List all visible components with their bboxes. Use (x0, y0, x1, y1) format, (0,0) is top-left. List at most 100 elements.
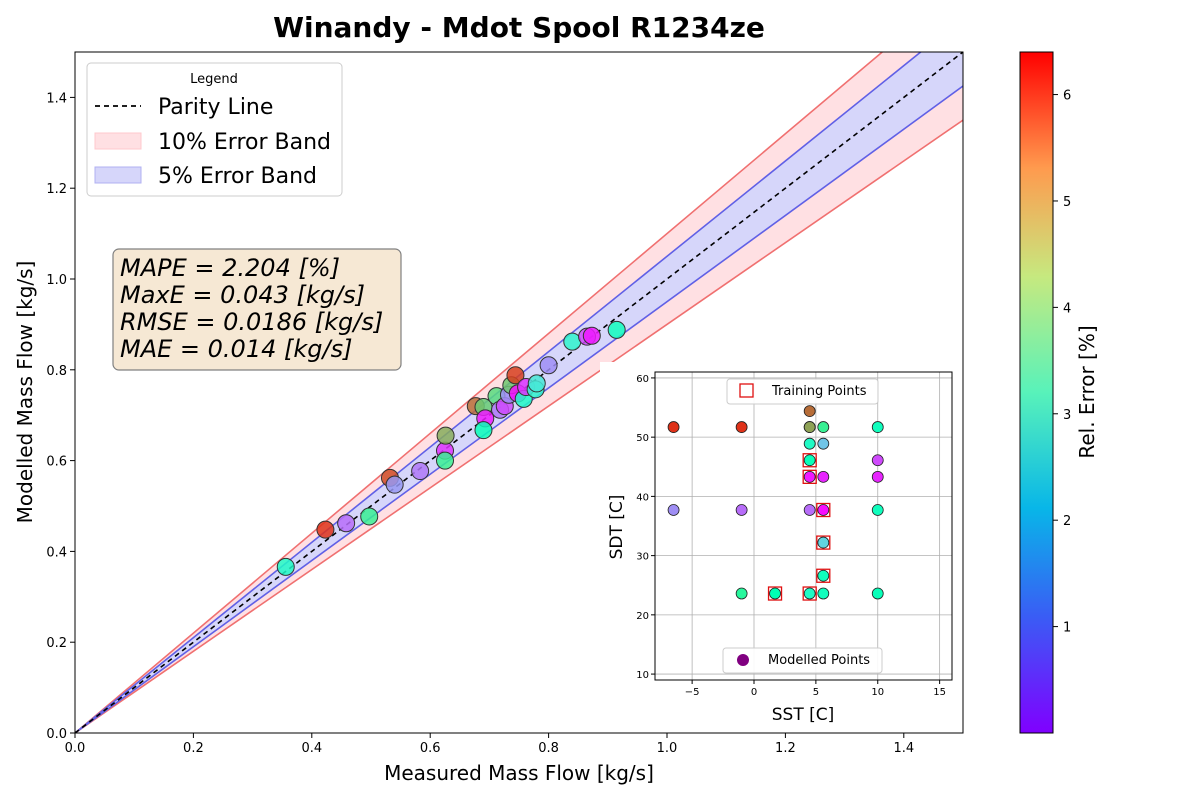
modelled-point (803, 454, 816, 467)
x-tick-label: 0.6 (420, 741, 441, 756)
colorbar-tick-label: 3 (1063, 408, 1071, 423)
stats-mae: MAE = 0.014 [kg/s] (120, 335, 352, 363)
legend-box (86, 62, 343, 197)
colorbar-tick-label: 5 (1063, 195, 1071, 210)
colorbar-tick-label: 2 (1063, 514, 1071, 529)
modelled-point (871, 587, 884, 600)
modelled-point (817, 470, 830, 483)
y-tick-label: 0.6 (46, 455, 67, 470)
stats-box: MAPE = 2.204 [%] MaxE = 0.043 [kg/s] RMS… (112, 248, 402, 371)
data-point (385, 475, 404, 494)
modelled-point (817, 421, 830, 433)
inset-plot-frame (654, 371, 953, 681)
band-10pct-lower-edge (75, 119, 963, 733)
modelled-point (871, 504, 884, 516)
inset-y-tick-label: 50 (636, 433, 649, 444)
main-x-ticks: 0.0 0.2 0.4 0.6 0.8 1.0 1.2 1.4 (65, 733, 914, 756)
inset-plot: −5 0 5 10 15 10 20 30 40 50 60 SST [C] SDT [C] Tr… (600, 362, 958, 730)
legend-5pct-swatch (94, 166, 142, 184)
inset-modelled-points (667, 405, 884, 600)
modelled-point (803, 587, 816, 600)
modelled-point (871, 421, 884, 433)
y-tick-label: 1.4 (46, 91, 67, 106)
x-tick-label: 0.8 (538, 741, 559, 756)
modelled-point (817, 504, 830, 516)
modelled-marker-icon (737, 654, 749, 666)
main-x-axis-label: Measured Mass Flow [kg/s] (384, 761, 654, 785)
band-10pct-upper-edge (75, 52, 884, 733)
modelled-point (735, 504, 748, 516)
y-tick-label: 0.8 (46, 364, 67, 379)
inset-y-tick-label: 60 (636, 374, 649, 385)
training-point (816, 502, 831, 518)
inset-legend-top-box (726, 378, 879, 405)
colorbar-gradient (1019, 51, 1054, 734)
data-point (607, 320, 626, 339)
main-plot-frame (74, 51, 964, 734)
stats-mape: MAPE = 2.204 [%] (120, 254, 340, 282)
inset-plot-area (655, 372, 952, 680)
inset-y-tick-label: 10 (636, 670, 649, 681)
data-point (436, 426, 455, 445)
colorbar-tick-label: 6 (1063, 89, 1071, 104)
data-point (582, 326, 601, 345)
training-point (767, 586, 783, 601)
inset-y-ticks: 10 20 30 40 50 60 (636, 374, 655, 681)
y-tick-label: 1.0 (46, 273, 67, 288)
y-tick-label: 0.0 (46, 727, 67, 742)
inset-y-tick-label: 40 (636, 492, 649, 503)
inset-x-tick-label: 5 (813, 687, 819, 698)
data-point (360, 507, 379, 526)
modelled-point (803, 504, 816, 516)
inset-legend-training: Training Points (771, 384, 867, 399)
data-point (506, 366, 525, 385)
x-tick-label: 1.0 (657, 741, 678, 756)
legend-title: Legend (190, 72, 238, 87)
inset-x-ticks: −5 0 5 10 15 (685, 680, 946, 698)
training-point (816, 568, 831, 583)
modelled-point (735, 421, 748, 433)
training-point (816, 535, 831, 550)
inset-x-tick-label: 10 (871, 687, 884, 698)
main-y-axis-label: Modelled Mass Flow [kg/s] (13, 261, 37, 524)
legend: Legend Parity Line 10% Error Band 5% Err… (86, 62, 343, 197)
inset-y-tick-label: 30 (636, 552, 649, 563)
modelled-point (817, 569, 830, 582)
legend-entry-5pct: 5% Error Band (158, 164, 317, 189)
x-tick-label: 0.0 (65, 741, 86, 756)
band-5pct-lower-edge (75, 85, 963, 733)
main-data-points (276, 320, 626, 576)
modelled-point (803, 470, 816, 483)
inset-legend-modelled: Modelled Points (768, 653, 870, 668)
inset-x-tick-label: 0 (751, 687, 757, 698)
colorbar-tick-label: 4 (1063, 301, 1071, 316)
inset-legend-bottom-box (722, 647, 883, 674)
modelled-point (667, 421, 680, 433)
x-tick-label: 0.2 (183, 741, 204, 756)
stats-box-background (112, 248, 402, 371)
colorbar-ticks: 1 2 3 4 5 6 (1053, 89, 1071, 636)
legend-10pct-swatch (94, 132, 142, 150)
training-point (802, 586, 817, 601)
chart-title: Winandy - Mdot Spool R1234ze (273, 11, 765, 44)
inset-y-axis-label: SDT [C] (607, 495, 627, 560)
data-point (436, 451, 454, 470)
training-point (802, 469, 817, 484)
inset-x-tick-label: 15 (933, 687, 946, 698)
colorbar-tick-label: 1 (1063, 621, 1071, 636)
modelled-point (803, 421, 816, 433)
colorbar: 1 2 3 4 5 6 Rel. Error [%] (1019, 51, 1099, 734)
training-point (802, 453, 817, 468)
main-y-ticks: 0.0 0.2 0.4 0.6 0.8 1.0 1.2 1.4 (46, 91, 75, 742)
inset-y-tick-label: 20 (636, 611, 649, 622)
x-tick-label: 0.4 (301, 741, 322, 756)
data-point (316, 520, 335, 539)
x-tick-label: 1.2 (775, 741, 796, 756)
inset-x-tick-label: −5 (685, 687, 700, 698)
inset-grid (655, 372, 952, 680)
stats-maxe: MaxE = 0.043 [kg/s] (120, 281, 365, 309)
inset-training-points (767, 453, 831, 601)
training-marker-icon (739, 383, 754, 398)
modelled-point (803, 405, 816, 417)
